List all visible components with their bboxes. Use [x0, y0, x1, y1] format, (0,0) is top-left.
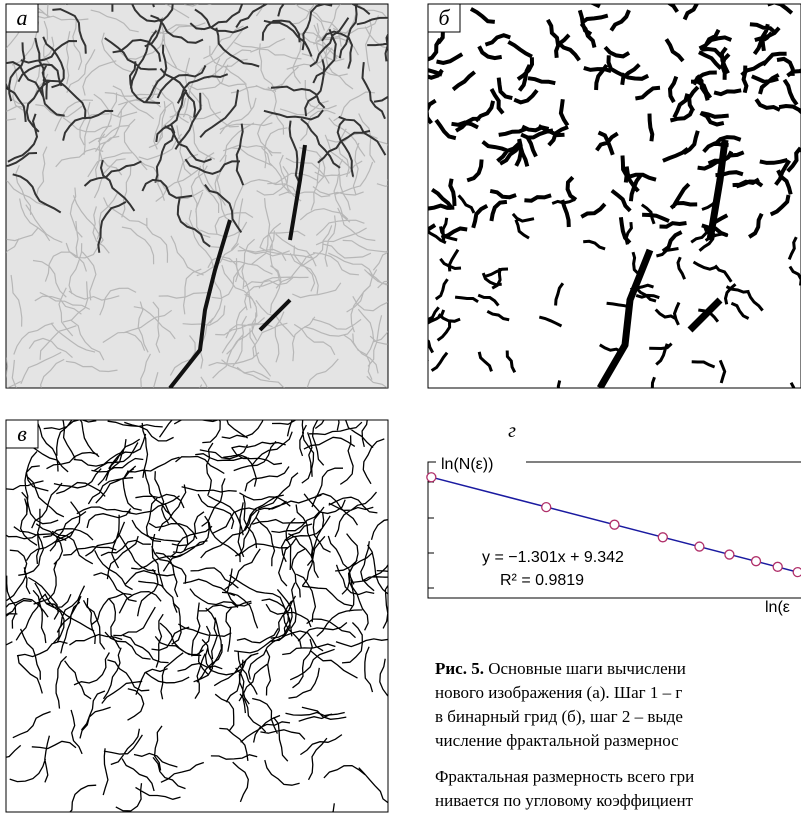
data-point	[752, 557, 761, 566]
panel-label: г	[508, 420, 516, 442]
axis-ticks	[428, 482, 434, 588]
caption-line: в бинарный грид (б), шаг 2 – выде	[435, 707, 683, 726]
caption-line: числение фрактальной размернос	[435, 731, 679, 750]
figure: а б в г ln(N(ε)) ln(ε y = −1.301x + 9.34…	[0, 0, 801, 815]
plot-frame	[428, 462, 801, 598]
caption-line: Рис. 5. Основные шаги вычислени	[435, 659, 686, 678]
data-point	[793, 568, 801, 577]
panel-label: б	[438, 5, 450, 30]
data-point	[773, 562, 782, 571]
caption-lead: Рис. 5.	[435, 659, 484, 678]
x-axis-label: ln(ε	[765, 599, 790, 616]
data-point	[725, 550, 734, 559]
data-point	[427, 473, 436, 482]
data-point	[610, 520, 619, 529]
data-point	[695, 542, 704, 551]
image-b	[428, 4, 801, 388]
caption-line: нового изображения (а). Шаг 1 – г	[435, 683, 682, 702]
equation: y = −1.301x + 9.342	[482, 549, 624, 566]
panel-label: а	[17, 5, 28, 30]
page: а б в г ln(N(ε)) ln(ε y = −1.301x + 9.34…	[0, 0, 801, 815]
paragraph-line: нивается по угловому коэффициент	[435, 791, 694, 810]
caption-text: Основные шаги вычислени	[488, 659, 686, 678]
data-point	[658, 533, 667, 542]
data-point	[542, 503, 551, 512]
y-axis-label: ln(N(ε))	[441, 456, 493, 473]
r-squared: R² = 0.9819	[500, 572, 584, 589]
panel-label: в	[17, 421, 27, 446]
paragraph-line: Фрактальная размерность всего гри	[435, 767, 694, 786]
